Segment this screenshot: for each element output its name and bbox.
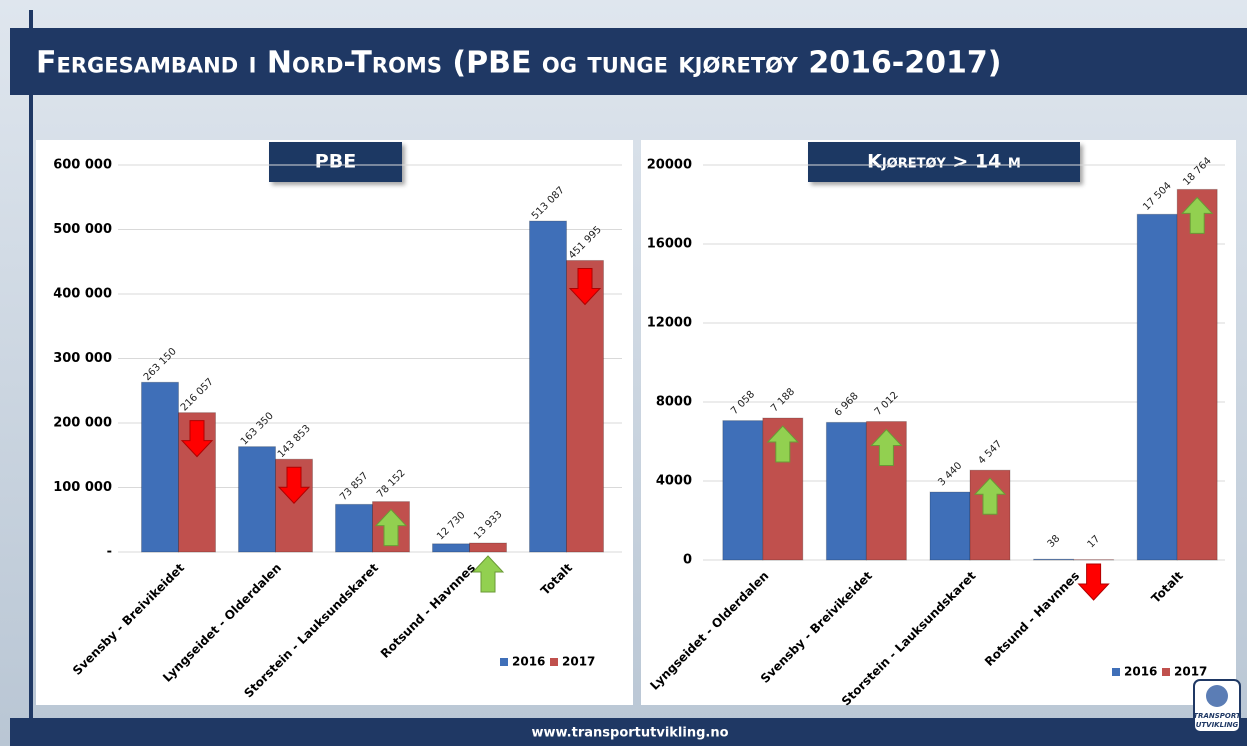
y-tick-label: 300 000 xyxy=(53,351,112,366)
y-tick-label: - xyxy=(107,545,112,560)
y-tick-label: 4000 xyxy=(656,474,692,489)
bar xyxy=(1033,558,1075,561)
chart-title: Kjøretøy > 14 m xyxy=(867,151,1021,173)
y-tick-label: 500 000 xyxy=(53,222,112,237)
slide-title: Fergesamband i Nord-Troms (PBE og tunge … xyxy=(36,46,1001,81)
footer-bar xyxy=(10,718,1247,746)
chart-header xyxy=(808,142,1080,182)
legend-swatch xyxy=(1112,668,1120,676)
y-tick-label: 16000 xyxy=(647,237,692,252)
chart-header xyxy=(269,142,402,182)
logo-text: UTVIKLING xyxy=(1196,721,1239,729)
bar xyxy=(469,542,507,553)
trend-arrow xyxy=(1181,196,1214,234)
bar xyxy=(141,381,179,553)
legend-swatch xyxy=(550,658,558,666)
trend-arrow xyxy=(374,508,408,547)
chart-title: PBE xyxy=(315,151,356,173)
trend-arrow xyxy=(277,466,311,504)
legend-swatch xyxy=(500,658,508,666)
bar xyxy=(929,491,971,561)
bar xyxy=(1136,213,1178,561)
legend-label: 2017 xyxy=(562,655,595,669)
title-bar xyxy=(10,28,1247,95)
trend-arrow xyxy=(766,425,799,463)
bar xyxy=(566,259,604,553)
y-tick-label: 20000 xyxy=(647,158,692,173)
y-tick-label: 400 000 xyxy=(53,287,112,302)
logo-icon xyxy=(1206,685,1228,707)
legend-label: 2016 xyxy=(1124,665,1157,679)
legend-label: 2017 xyxy=(1174,665,1207,679)
trend-arrow xyxy=(1077,563,1110,601)
trend-arrow xyxy=(568,267,602,306)
bar xyxy=(529,220,567,553)
y-tick-label: 12000 xyxy=(647,316,692,331)
trend-arrow xyxy=(471,555,505,593)
legend-swatch xyxy=(1162,668,1170,676)
bar xyxy=(432,543,470,553)
legend-label: 2016 xyxy=(512,655,545,669)
logo-text: TRANSPORT xyxy=(1193,712,1242,720)
bar xyxy=(335,503,373,553)
y-tick-label: 600 000 xyxy=(53,158,112,173)
footer-url: www.transportutvikling.no xyxy=(531,726,728,741)
bar xyxy=(238,446,276,553)
trend-arrow xyxy=(180,420,214,458)
y-tick-label: 0 xyxy=(683,553,692,568)
trend-arrow xyxy=(870,428,903,467)
y-tick-label: 8000 xyxy=(656,395,692,410)
trend-arrow xyxy=(973,477,1007,515)
left-rule xyxy=(29,10,33,718)
y-tick-label: 100 000 xyxy=(53,480,112,495)
y-tick-label: 200 000 xyxy=(53,416,112,431)
bar xyxy=(722,420,764,561)
bar xyxy=(825,421,867,561)
bar xyxy=(1176,188,1218,561)
